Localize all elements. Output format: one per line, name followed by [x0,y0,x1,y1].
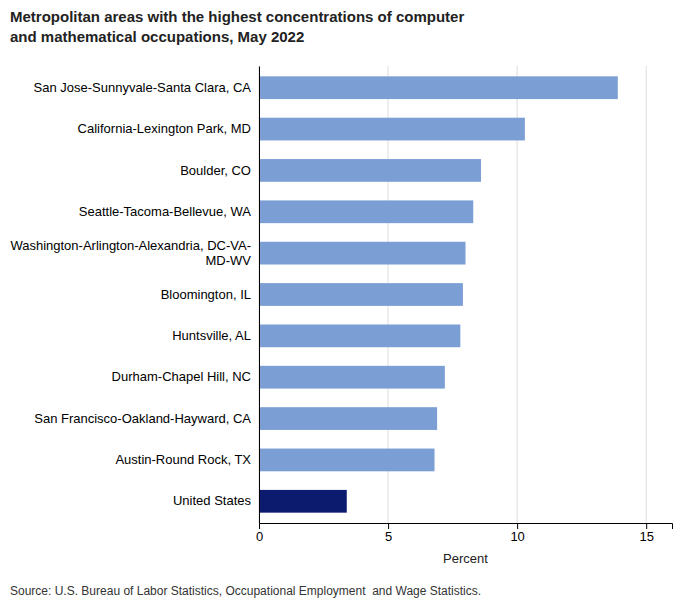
y-tick-label: San Francisco-Oakland-Hayward, CA [34,411,251,426]
bar [259,490,347,513]
bar [259,242,466,265]
y-tick: San Jose-Sunnyvale-Santa Clara, CA [33,80,251,95]
grid-line [646,66,647,523]
bar [259,324,460,347]
plot: 0 5 10 15 United States Austin-Round Rock, TX… [10,66,672,566]
y-axis: United States Austin-Round Rock, TX San Fr… [10,67,259,524]
y-tick: Boulder, CO [180,163,251,178]
y-tick-label: United States [173,493,252,508]
y-tick-label: Durham-Chapel Hill, NC [112,369,251,384]
bar [259,76,618,99]
grid-line [259,66,260,523]
y-tick: United States [173,493,252,508]
chart: Metropolitan areas with the highest conc… [0,0,700,607]
x-tick-mark [259,523,260,529]
title: Metropolitan areas with the highest conc… [10,8,464,45]
y-tick-label: Bloomington, IL [161,287,251,302]
y-tick: Huntsville, AL [172,328,251,343]
grid [259,66,646,523]
x-tick-mark [646,523,647,529]
x-tick: 15 [639,523,653,544]
y-axis-line [259,67,260,524]
x-tick: 5 [385,523,392,544]
x-axis-line [260,524,673,530]
y-tick-label: Huntsville, AL [172,328,251,343]
y-tick: California-Lexington Park, MD [78,121,251,136]
bar [259,407,437,430]
source-note: Source: U.S. Bureau of Labor Statistics,… [10,584,481,598]
x-axis-label: Percent [443,551,488,566]
x-tick-mark [517,523,518,529]
x-tick-label: 0 [256,529,263,544]
x-tick-label: 5 [385,529,392,544]
x-tick-label: 15 [639,529,653,544]
y-tick-label: Seattle-Tacoma-Bellevue, WA [79,204,252,219]
bar [259,366,445,389]
y-tick-label: Austin-Round Rock, TX [115,452,251,467]
bar [259,283,463,306]
y-tick-label: San Jose-Sunnyvale-Santa Clara, CA [33,80,251,95]
y-tick: Austin-Round Rock, TX [115,452,251,467]
x-tick: 0 [256,523,263,544]
y-tick-label: California-Lexington Park, MD [78,121,251,136]
y-tick: Seattle-Tacoma-Bellevue, WA [79,204,252,219]
bar [259,159,481,182]
y-tick-label: Boulder, CO [180,163,251,178]
bar [259,449,435,472]
y-tick: San Francisco-Oakland-Hayward, CA [34,411,251,426]
x-tick: 10 [510,523,524,544]
y-tick: Bloomington, IL [161,287,251,302]
y-tick-label: Washington-Arlington-Alexandria, DC-VA-M… [10,238,251,268]
bar [259,118,525,141]
bars [259,76,618,512]
x-axis: 0 5 10 15 [256,523,673,544]
bar [259,200,473,223]
y-tick: Washington-Arlington-Alexandria, DC-VA-M… [10,238,251,268]
x-tick-label: 10 [510,529,524,544]
x-tick-mark [388,523,389,529]
y-tick: Durham-Chapel Hill, NC [112,369,251,384]
